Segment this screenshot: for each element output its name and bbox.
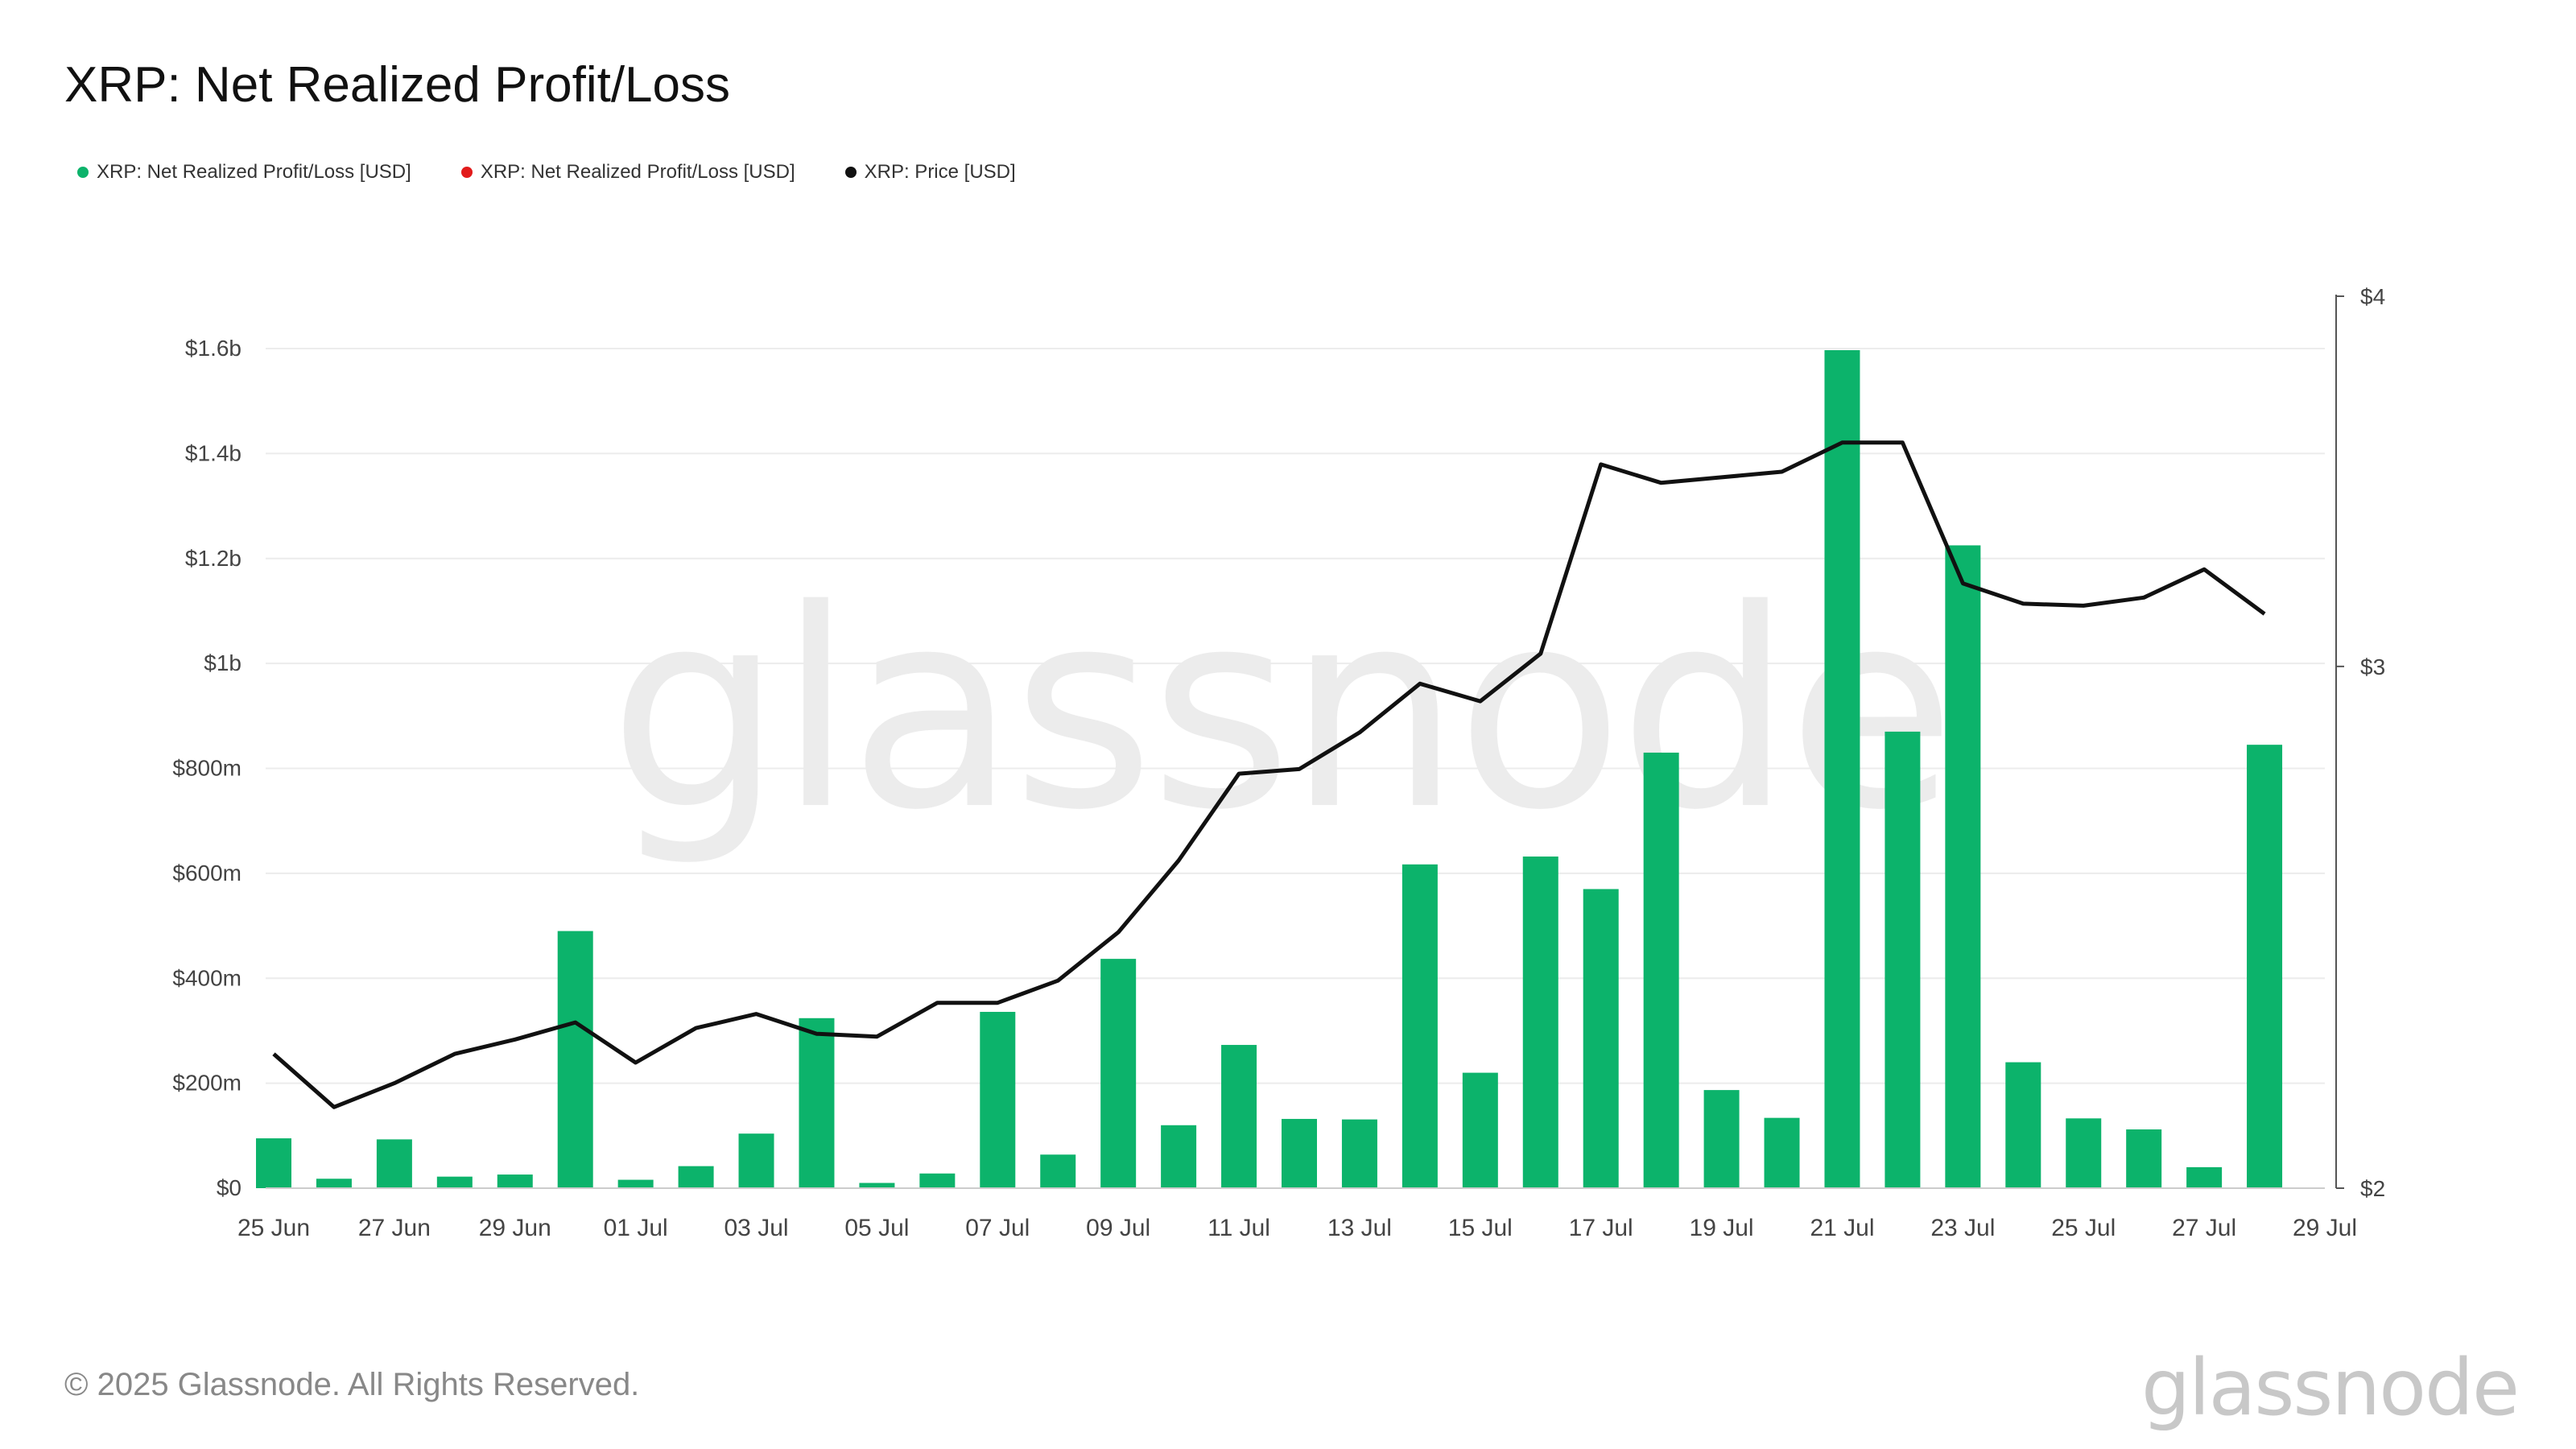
profit-bar — [678, 1166, 714, 1188]
legend-dot-red — [460, 167, 473, 178]
profit-bar — [2005, 1062, 2041, 1188]
legend-label: XRP: Price [USD] — [864, 161, 1016, 183]
profit-bar — [2247, 745, 2283, 1188]
x-tick-label: 27 Jul — [2172, 1215, 2236, 1241]
profit-bar — [316, 1179, 352, 1188]
profit-bar — [1100, 959, 1137, 1188]
y-left-tick-label: $1.6b — [185, 336, 242, 361]
x-tick-label: 03 Jul — [724, 1215, 788, 1241]
profit-bar — [2186, 1166, 2223, 1188]
y-left-tick-label: $200m — [172, 1071, 242, 1096]
chart-title: XRP: Net Realized Profit/Loss — [64, 57, 731, 113]
profit-bar — [497, 1174, 533, 1188]
profit-bar — [1764, 1117, 1800, 1188]
profit-bar — [1885, 731, 1921, 1188]
profit-bar — [1040, 1154, 1076, 1188]
x-tick-label: 05 Jul — [844, 1215, 909, 1241]
legend-label: XRP: Net Realized Profit/Loss [USD] — [97, 161, 411, 183]
y-left-tick-label: $600m — [172, 861, 242, 886]
x-tick-label: 19 Jul — [1690, 1215, 1754, 1241]
profit-bar — [1945, 545, 1981, 1188]
profit-bar — [919, 1173, 956, 1188]
y-left-tick-label: $1.2b — [185, 546, 242, 571]
profit-bar — [1221, 1045, 1257, 1188]
legend-item-profit[interactable]: XRP: Net Realized Profit/Loss [USD] — [77, 161, 411, 184]
x-tick-label: 27 Jun — [358, 1215, 431, 1241]
legend-dot-black — [844, 167, 857, 178]
profit-bar — [376, 1139, 412, 1188]
x-tick-label: 25 Jun — [237, 1215, 310, 1241]
copyright-text: © 2025 Glassnode. All Rights Reserved. — [64, 1367, 640, 1402]
x-tick-label: 29 Jun — [479, 1215, 551, 1241]
profit-bar — [859, 1183, 895, 1188]
chart-legend: XRP: Net Realized Profit/Loss [USD] XRP:… — [77, 161, 1016, 184]
profit-bar — [1402, 864, 1438, 1188]
x-tick-label: 09 Jul — [1086, 1215, 1150, 1241]
profit-bar — [436, 1176, 473, 1188]
profit-bar — [557, 931, 593, 1188]
profit-bar — [1161, 1125, 1197, 1188]
x-tick-label: 25 Jul — [2051, 1215, 2116, 1241]
profit-bar — [1282, 1118, 1317, 1188]
y-right-tick-label: $2 — [2360, 1176, 2385, 1201]
x-tick-label: 21 Jul — [1810, 1215, 1874, 1241]
profit-bar — [1462, 1072, 1498, 1188]
x-tick-label: 11 Jul — [1208, 1215, 1270, 1241]
x-tick-label: 23 Jul — [1930, 1215, 1995, 1241]
profit-bar — [1703, 1090, 1740, 1188]
watermark-text: glassnode — [609, 551, 1951, 870]
profit-bar — [2066, 1118, 2102, 1188]
profit-bar — [738, 1133, 774, 1188]
profit-bar — [1522, 857, 1558, 1188]
y-left-tick-label: $1b — [204, 650, 242, 675]
profit-bar — [1824, 349, 1860, 1189]
x-tick-label: 01 Jul — [604, 1215, 668, 1241]
y-left-tick-label: $400m — [172, 965, 242, 990]
y-right-tick-label: $3 — [2360, 654, 2385, 679]
profit-bar — [980, 1011, 1016, 1188]
x-tick-label: 13 Jul — [1327, 1215, 1392, 1241]
profit-bar — [799, 1018, 835, 1188]
legend-item-loss[interactable]: XRP: Net Realized Profit/Loss [USD] — [460, 161, 795, 184]
profit-bar — [1341, 1119, 1377, 1188]
profit-bar — [1643, 752, 1679, 1188]
y-left-tick-label: $800m — [172, 756, 242, 781]
profit-bar — [256, 1138, 291, 1188]
legend-item-price[interactable]: XRP: Price [USD] — [844, 161, 1016, 184]
brand-logo: glassnode — [2140, 1343, 2520, 1433]
y-right-tick-label: $4 — [2360, 284, 2385, 309]
legend-label: XRP: Net Realized Profit/Loss [USD] — [480, 161, 795, 183]
x-tick-label: 29 Jul — [2293, 1215, 2357, 1241]
legend-dot-green — [77, 167, 89, 178]
y-left-tick-label: $1.4b — [185, 440, 242, 465]
x-tick-label: 17 Jul — [1569, 1215, 1633, 1241]
profit-bar — [617, 1179, 654, 1188]
price-line — [272, 440, 2266, 1109]
x-tick-label: 15 Jul — [1448, 1215, 1513, 1241]
y-left-tick-label: $0 — [217, 1175, 242, 1200]
x-tick-label: 07 Jul — [965, 1215, 1030, 1241]
profit-bar — [1583, 889, 1619, 1188]
profit-bar — [2126, 1129, 2162, 1188]
